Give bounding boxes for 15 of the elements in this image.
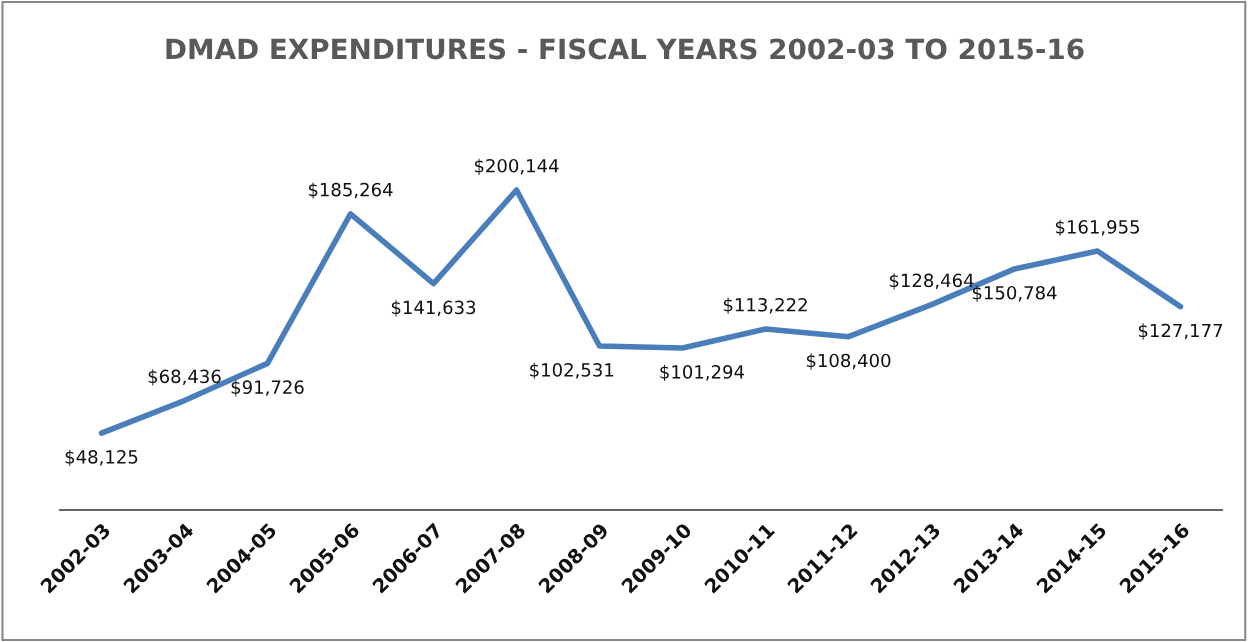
data-label: $161,955 xyxy=(1055,219,1139,237)
data-label: $185,264 xyxy=(308,182,393,199)
data-label: $102,531 xyxy=(530,362,614,380)
data-label: $101,294 xyxy=(660,364,745,382)
data-label: $128,464 xyxy=(889,273,974,290)
data-label: $127,177 xyxy=(1138,323,1223,340)
data-label: $91,726 xyxy=(231,380,304,397)
data-label: $150,784 xyxy=(972,285,1057,302)
data-label: $68,436 xyxy=(148,369,221,386)
data-label: $48,125 xyxy=(65,449,138,467)
data-label: $200,144 xyxy=(474,158,559,176)
data-label: $141,633 xyxy=(391,300,476,317)
data-label: $113,222 xyxy=(723,297,807,314)
chart-title: DMAD EXPENDITURES - FISCAL YEARS 2002-03 TO 2015-16 xyxy=(166,38,1084,60)
data-label: $108,400 xyxy=(806,353,891,370)
